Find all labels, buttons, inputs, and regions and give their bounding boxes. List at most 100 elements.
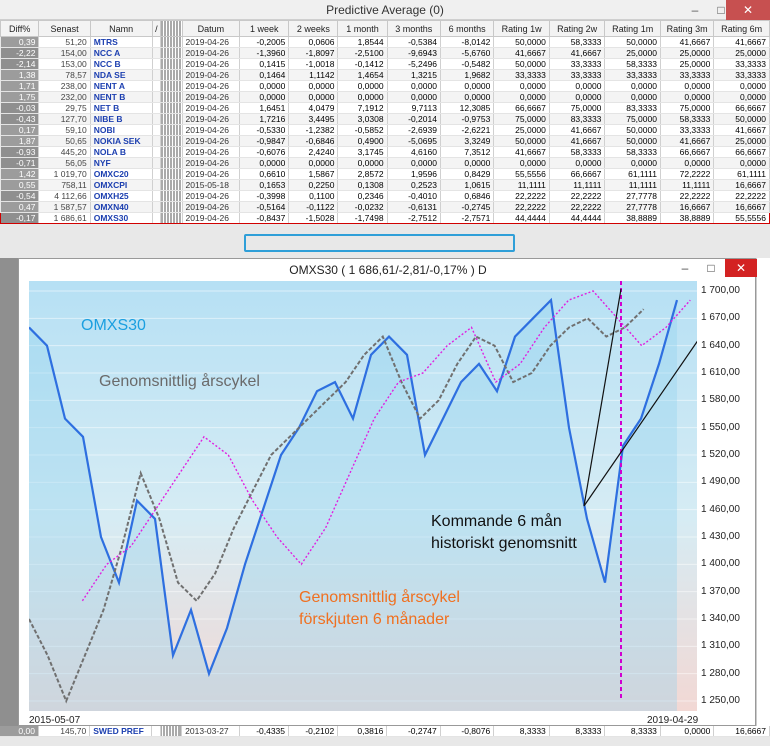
column-header-diff-[interactable]: Diff%	[0, 20, 40, 37]
column-header-rating-1w[interactable]: Rating 1w	[493, 20, 550, 37]
name-cell[interactable]: OMXN40	[90, 201, 153, 213]
column-header-6-months[interactable]: 6 months	[439, 20, 495, 37]
diff-cell: -0,03	[0, 102, 40, 114]
date-cell: 2015-05-18	[182, 179, 241, 191]
series-label: OMXS30	[81, 317, 146, 334]
table-row[interactable]: -0,03 29,75 NET B 2019-04-26 1,6451 4,0479 7,1…	[0, 102, 770, 114]
shift-label-line1: Genomsnittlig årscykel	[299, 589, 460, 606]
value-cell: -0,1412	[337, 58, 388, 70]
table-row[interactable]: 1,38 78,57 NDA SE 2019-04-26 0,1464 1,1142 1,4…	[0, 69, 770, 81]
name-cell[interactable]: SWED PREF	[89, 726, 153, 738]
last-price-cell: 78,57	[38, 69, 91, 81]
column-header-namn[interactable]: Namn	[89, 20, 153, 37]
table-row[interactable]: -2,22 154,00 NCC A 2019-04-26 -1,3960 -1,8097…	[0, 47, 770, 59]
name-cell[interactable]: OMXCPI	[90, 179, 153, 191]
sort-cell	[152, 168, 162, 180]
minimize-button[interactable]: –	[691, 3, 699, 17]
name-cell[interactable]: OMXS30	[90, 212, 153, 224]
name-cell[interactable]: MTRS	[90, 36, 153, 48]
table-row[interactable]: 0,17 59,10 NOBI 2019-04-26 -0,5330 -1,2382 -0,…	[0, 124, 770, 136]
table-row[interactable]: 0,39 51,20 MTRS 2019-04-26 -0,2005 0,0606 1,85…	[0, 36, 770, 48]
name-cell[interactable]: NENT B	[90, 91, 153, 103]
diff-cell: -2,22	[0, 47, 40, 59]
last-price-cell: 56,05	[38, 157, 91, 169]
highlight-box	[244, 234, 515, 252]
last-price-cell: 51,20	[38, 36, 91, 48]
column-header-datum[interactable]: Datum	[181, 20, 241, 37]
table-row[interactable]: -0,17 1 686,61 OMXS30 2019-04-26 -0,8437 -1,5…	[0, 212, 770, 224]
table-row[interactable]: 0,55 758,11 OMXCPI 2015-05-18 0,1653 0,2250 0,…	[0, 179, 770, 191]
column-header-rating-1m[interactable]: Rating 1m	[604, 20, 661, 37]
diff-cell: 1,38	[0, 69, 40, 81]
date-cell: 2019-04-26	[182, 58, 241, 70]
table-row[interactable]: 0,47 1 587,57 OMXN40 2019-04-26 -0,5164 -0,11…	[0, 201, 770, 213]
value-cell: 0,0000	[660, 726, 715, 738]
column-header-1-month[interactable]: 1 month	[337, 20, 388, 37]
chart-maximize-button[interactable]: □	[707, 261, 715, 275]
start-date-label: 2015-05-07	[29, 715, 81, 726]
column-header-rating-3m[interactable]: Rating 3m	[659, 20, 715, 37]
value-cell: 41,6667	[493, 47, 550, 59]
value-cell: 0,2250	[288, 179, 339, 191]
value-cell: 0,0000	[549, 80, 606, 92]
table-row[interactable]: 1,75 232,00 NENT B 2019-04-26 0,0000 0,0000 0,…	[0, 91, 770, 103]
column-header-rating-2w[interactable]: Rating 2w	[548, 20, 606, 37]
value-cell: 38,8889	[660, 212, 715, 224]
pointer-line	[583, 340, 697, 507]
name-cell[interactable]: NCC A	[90, 47, 153, 59]
column-header-3-months[interactable]: 3 months	[386, 20, 441, 37]
column-header-sort[interactable]: /	[151, 20, 162, 37]
column-header-senast[interactable]: Senast	[38, 20, 91, 37]
value-cell: -0,8076	[440, 726, 495, 738]
value-cell: 0,0000	[493, 157, 550, 169]
chart-window[interactable]: OMXS30 ( 1 686,61/-2,81/-0,17% ) D – □ ✕…	[18, 258, 757, 726]
name-cell[interactable]: NCC B	[90, 58, 153, 70]
table-row[interactable]: 0,00 145,70 SWED PREF 2013-03-27 -0,4335 -0,2…	[0, 726, 770, 738]
value-cell: 1,3215	[387, 69, 441, 81]
diff-cell: 1,75	[0, 91, 40, 103]
bar-cell	[160, 102, 183, 114]
value-cell: 66,6667	[549, 168, 606, 180]
table-row[interactable]: -0,71 56,05 NYF 2019-04-26 0,0000 0,0000 0,000…	[0, 157, 770, 169]
chart-minimize-button[interactable]: –	[681, 261, 689, 275]
value-cell: 0,6846	[440, 190, 495, 202]
value-cell: 25,0000	[713, 47, 770, 59]
table-row[interactable]: -0,93 445,20 NOLA B 2019-04-26 -0,6076 2,4240…	[0, 146, 770, 158]
table-row[interactable]: -2,14 153,00 NCC B 2019-04-26 0,1415 -1,0018-…	[0, 58, 770, 70]
close-button[interactable]: ✕	[726, 0, 770, 20]
table-row[interactable]: 1,71 238,00 NENT A 2019-04-26 0,0000 0,0000 0,…	[0, 80, 770, 92]
value-cell: 58,3333	[604, 58, 661, 70]
column-header-1-week[interactable]: 1 week	[239, 20, 290, 37]
value-cell: 0,0000	[549, 91, 606, 103]
bar-cell	[160, 212, 183, 224]
name-cell[interactable]: OMXC20	[90, 168, 153, 180]
column-header-2-weeks[interactable]: 2 weeks	[288, 20, 339, 37]
name-cell[interactable]: NET B	[90, 102, 153, 114]
name-cell[interactable]: NOBI	[90, 124, 153, 136]
diff-cell: -2,14	[0, 58, 40, 70]
value-cell: 25,0000	[493, 124, 550, 136]
name-cell[interactable]: OMXH25	[90, 190, 153, 202]
table-row[interactable]: -0,43 127,70 NIBE B 2019-04-26 1,7216 3,4495 3…	[0, 113, 770, 125]
name-cell[interactable]: NENT A	[90, 80, 153, 92]
maximize-button[interactable]: □	[717, 3, 725, 17]
value-cell: 0,0000	[660, 91, 715, 103]
date-cell: 2019-04-26	[182, 80, 241, 92]
series-line-0	[29, 297, 679, 678]
name-cell[interactable]: NOLA B	[90, 146, 153, 158]
value-cell: 41,6667	[549, 124, 606, 136]
bar-cell	[160, 58, 183, 70]
name-cell[interactable]: NYF	[90, 157, 153, 169]
table-row[interactable]: 1,87 50,65 NOKIA SEK 2019-04-26 -0,9847 -0,68…	[0, 135, 770, 147]
column-header-rating-6m[interactable]: Rating 6m	[713, 20, 770, 37]
name-cell[interactable]: NDA SE	[90, 69, 153, 81]
table-row[interactable]: 1,42 1 019,70 OMXC20 2019-04-26 0,6610 1,5867…	[0, 168, 770, 180]
name-cell[interactable]: NIBE B	[90, 113, 153, 125]
value-cell: 50,0000	[493, 135, 550, 147]
chart-close-button[interactable]: ✕	[725, 259, 757, 277]
value-cell: 0,0000	[660, 157, 715, 169]
table-row[interactable]: -0,54 4 112,66 OMXH25 2019-04-26 -0,3998 0,11…	[0, 190, 770, 202]
price-chart[interactable]	[29, 281, 697, 711]
diff-cell: -0,17	[0, 212, 40, 224]
name-cell[interactable]: NOKIA SEK	[90, 135, 153, 147]
